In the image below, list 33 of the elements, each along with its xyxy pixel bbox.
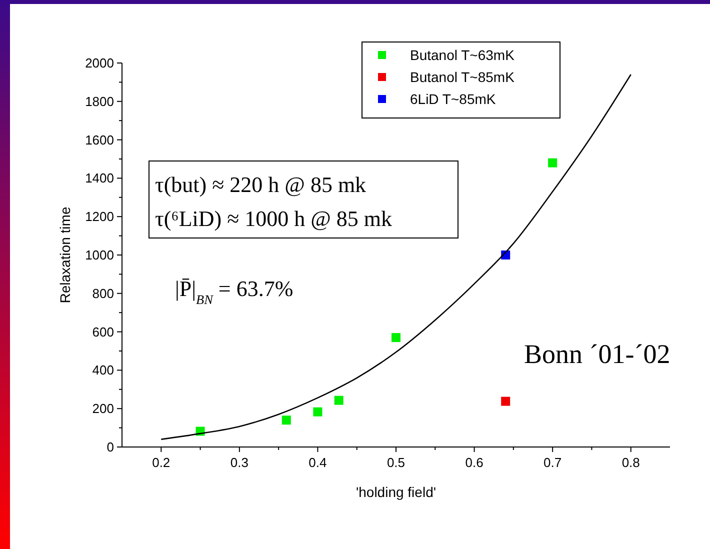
y-tick-label: 1400 bbox=[85, 170, 114, 186]
point bbox=[548, 158, 558, 168]
annotation: Bonn ´01-´02 bbox=[524, 339, 670, 369]
y-axis-title: Relaxation time bbox=[57, 206, 73, 304]
y-tick-label: 1200 bbox=[85, 209, 114, 224]
y-tick-label: 2000 bbox=[85, 56, 114, 70]
legend-label: 6LiD T~85mK bbox=[410, 91, 496, 107]
y-tick-label: 0 bbox=[106, 440, 114, 454]
point bbox=[313, 407, 322, 416]
y-tick-label: 1000 bbox=[85, 248, 114, 262]
point bbox=[334, 396, 344, 405]
y-tick-label: 1600 bbox=[85, 132, 114, 148]
x-tick-label: 0.8 bbox=[622, 455, 640, 470]
annotation: τ(but) ≈ 220 h @ 85 mk bbox=[155, 172, 366, 197]
legend-label: Butanol T~63mK bbox=[410, 47, 516, 63]
x-tick-label: 0.3 bbox=[230, 455, 248, 470]
y-tick-label: 400 bbox=[92, 362, 114, 378]
legend-label: Butanol T~85mK bbox=[410, 69, 516, 85]
point bbox=[501, 396, 510, 406]
annotation: τ(⁶LiD) ≈ 1000 h @ 85 mk bbox=[155, 206, 392, 231]
x-tick-label: 0.4 bbox=[308, 455, 327, 470]
point bbox=[282, 416, 291, 425]
x-tick-label: 0.5 bbox=[386, 455, 406, 470]
annotation: |P̄|$_{BN}$ = 63.7% bbox=[175, 276, 294, 306]
x-tick-label: 0.6 bbox=[465, 455, 484, 470]
x-tick-label: 0.2 bbox=[152, 455, 170, 470]
point bbox=[392, 333, 400, 342]
y-tick-label: 600 bbox=[92, 324, 114, 340]
x-tick-label: 0.7 bbox=[544, 455, 562, 470]
x-axis-title: 'holding field' bbox=[356, 484, 436, 500]
y-tick-label: 200 bbox=[92, 401, 114, 416]
y-tick-label: 1800 bbox=[85, 94, 114, 109]
y-tick-label: 800 bbox=[92, 286, 114, 301]
